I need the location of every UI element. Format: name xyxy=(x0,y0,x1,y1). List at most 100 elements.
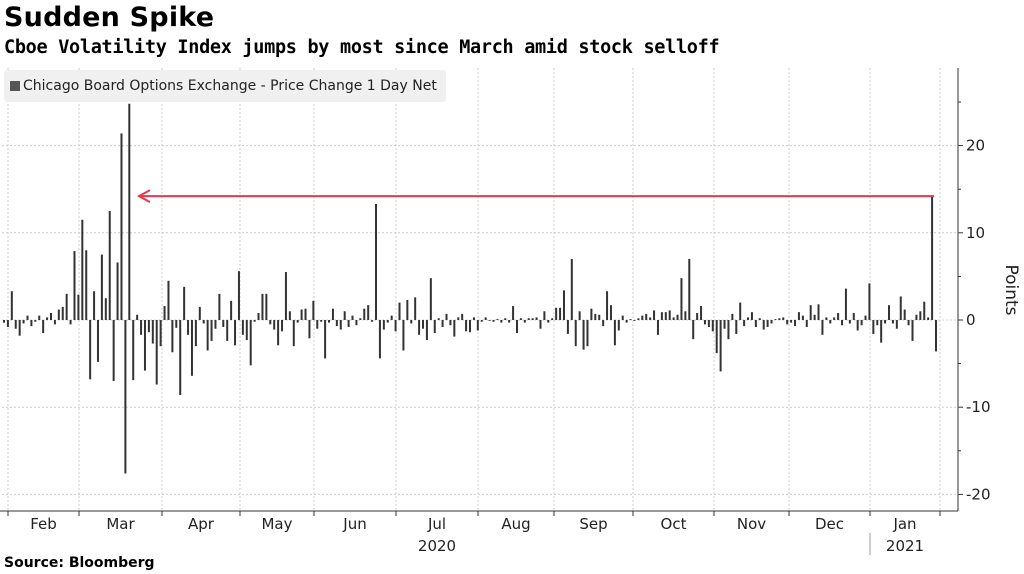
bar xyxy=(864,315,867,320)
bar xyxy=(429,278,432,320)
annotation-arrowhead-icon xyxy=(136,189,151,204)
bar xyxy=(277,320,280,346)
bar xyxy=(766,320,769,327)
bar xyxy=(790,320,793,323)
x-tick-label: May xyxy=(261,515,292,533)
x-tick-label: Sep xyxy=(579,515,607,533)
bar xyxy=(621,315,624,320)
bar xyxy=(809,305,812,320)
bar xyxy=(872,320,875,334)
bar xyxy=(837,313,840,320)
bar xyxy=(758,318,761,320)
bar xyxy=(508,320,511,323)
bar xyxy=(390,315,393,320)
bar xyxy=(805,320,808,327)
y-tick-label: 10 xyxy=(966,224,985,242)
bar xyxy=(179,320,182,395)
bar xyxy=(895,320,898,329)
bar xyxy=(77,294,80,320)
bar xyxy=(155,320,158,385)
bar xyxy=(418,320,421,335)
bar xyxy=(261,293,264,320)
source-note: Source: Bloomberg xyxy=(4,555,155,571)
bar xyxy=(633,320,636,321)
bar xyxy=(488,320,491,321)
bar xyxy=(410,320,413,324)
bar xyxy=(371,320,374,322)
bar xyxy=(606,291,609,320)
bar xyxy=(304,308,307,320)
x-tick-label: Jun xyxy=(342,515,366,533)
bar xyxy=(680,278,683,320)
bar xyxy=(273,320,276,330)
bar xyxy=(770,320,773,324)
bar xyxy=(406,299,409,320)
bar xyxy=(794,320,797,327)
bar xyxy=(355,320,358,326)
bar xyxy=(375,204,378,320)
bar xyxy=(625,320,628,323)
bar xyxy=(707,320,710,327)
bar xyxy=(527,318,530,320)
bar xyxy=(656,320,659,335)
bar xyxy=(629,319,632,320)
bar xyxy=(49,313,52,320)
bar xyxy=(703,320,706,325)
bar xyxy=(715,320,718,354)
bar xyxy=(923,301,926,320)
bar xyxy=(190,320,193,376)
bar xyxy=(465,320,468,332)
bar xyxy=(124,320,127,474)
bar xyxy=(253,320,256,322)
bar xyxy=(175,320,178,328)
bar xyxy=(73,251,76,320)
bar xyxy=(582,320,585,350)
bar xyxy=(774,319,777,320)
bar xyxy=(504,318,507,320)
bar xyxy=(437,318,440,320)
bar xyxy=(257,313,260,320)
bar xyxy=(100,254,103,320)
bar xyxy=(797,312,800,320)
bar xyxy=(684,311,687,320)
bar xyxy=(18,320,21,336)
bar xyxy=(3,320,5,323)
bar xyxy=(38,315,41,320)
bar xyxy=(480,320,483,322)
bar xyxy=(453,320,456,337)
bar xyxy=(562,290,565,320)
bar xyxy=(602,320,605,327)
bar xyxy=(747,317,750,320)
bar xyxy=(617,320,620,331)
bar xyxy=(382,320,385,330)
bar xyxy=(386,320,389,323)
bar xyxy=(331,308,334,320)
legend-swatch xyxy=(10,81,20,91)
bar xyxy=(441,320,444,327)
x-tick-label: Nov xyxy=(737,515,766,533)
bar xyxy=(688,258,691,320)
bar xyxy=(692,320,695,340)
bar xyxy=(351,315,354,320)
bar xyxy=(367,305,370,320)
x-tick-label: Oct xyxy=(661,515,687,533)
bar xyxy=(856,320,859,331)
bar xyxy=(300,309,303,320)
bar xyxy=(880,320,883,343)
bar xyxy=(222,320,225,327)
bar xyxy=(876,320,879,326)
bar xyxy=(281,320,284,332)
bar xyxy=(46,317,49,320)
bar xyxy=(700,306,703,320)
bar xyxy=(414,297,417,320)
bar xyxy=(14,320,17,329)
bar xyxy=(26,315,29,320)
bar xyxy=(22,320,25,324)
bar xyxy=(147,320,150,333)
bar xyxy=(132,320,135,381)
bar xyxy=(6,320,9,327)
bar xyxy=(241,320,244,335)
x-tick-label: Dec xyxy=(815,515,844,533)
bar xyxy=(85,250,88,320)
bar xyxy=(664,312,667,320)
